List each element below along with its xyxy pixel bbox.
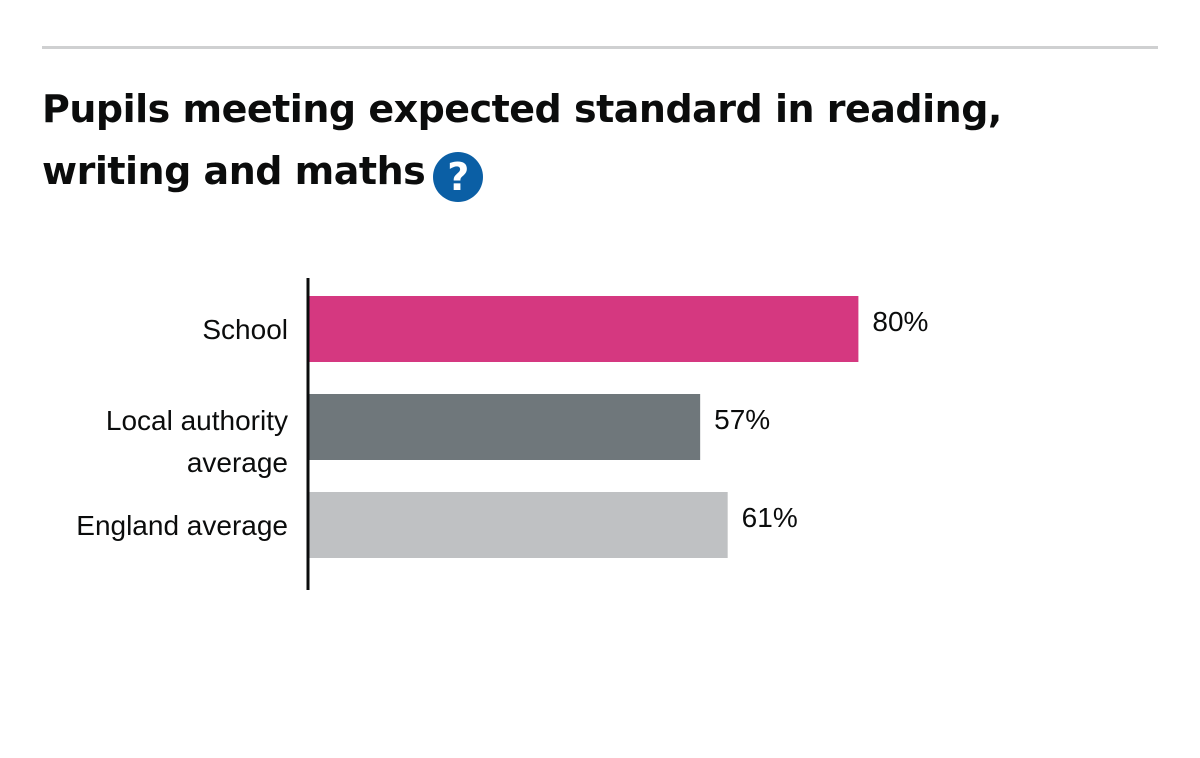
top-divider — [42, 46, 1158, 49]
bar-0 — [308, 296, 859, 362]
category-label-line: School — [202, 314, 288, 345]
bars-layer: School 80% Local authority average 57% Englan… — [76, 296, 928, 558]
category-label-line: England average — [76, 510, 288, 541]
category-label-2: England average — [76, 510, 288, 541]
category-label-line: Local authority — [106, 405, 288, 436]
bar-1 — [308, 394, 701, 460]
value-label-0: 80% — [872, 306, 928, 337]
chart-title: Pupils meeting expected standard in read… — [42, 78, 1152, 202]
value-label-1: 57% — [714, 404, 770, 435]
question-circle-icon[interactable]: ? — [433, 152, 484, 202]
category-label-0: School — [202, 314, 288, 345]
chart-title-text: Pupils meeting expected standard in read… — [42, 87, 1002, 193]
category-label-1: Local authority average — [106, 405, 288, 478]
bar-2 — [308, 492, 728, 558]
value-label-2: 61% — [742, 502, 798, 533]
category-label-line: average — [187, 447, 288, 478]
